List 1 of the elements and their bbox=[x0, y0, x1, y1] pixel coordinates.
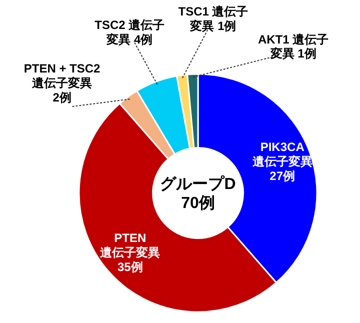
annotation: グループD 70例 bbox=[160, 176, 236, 212]
